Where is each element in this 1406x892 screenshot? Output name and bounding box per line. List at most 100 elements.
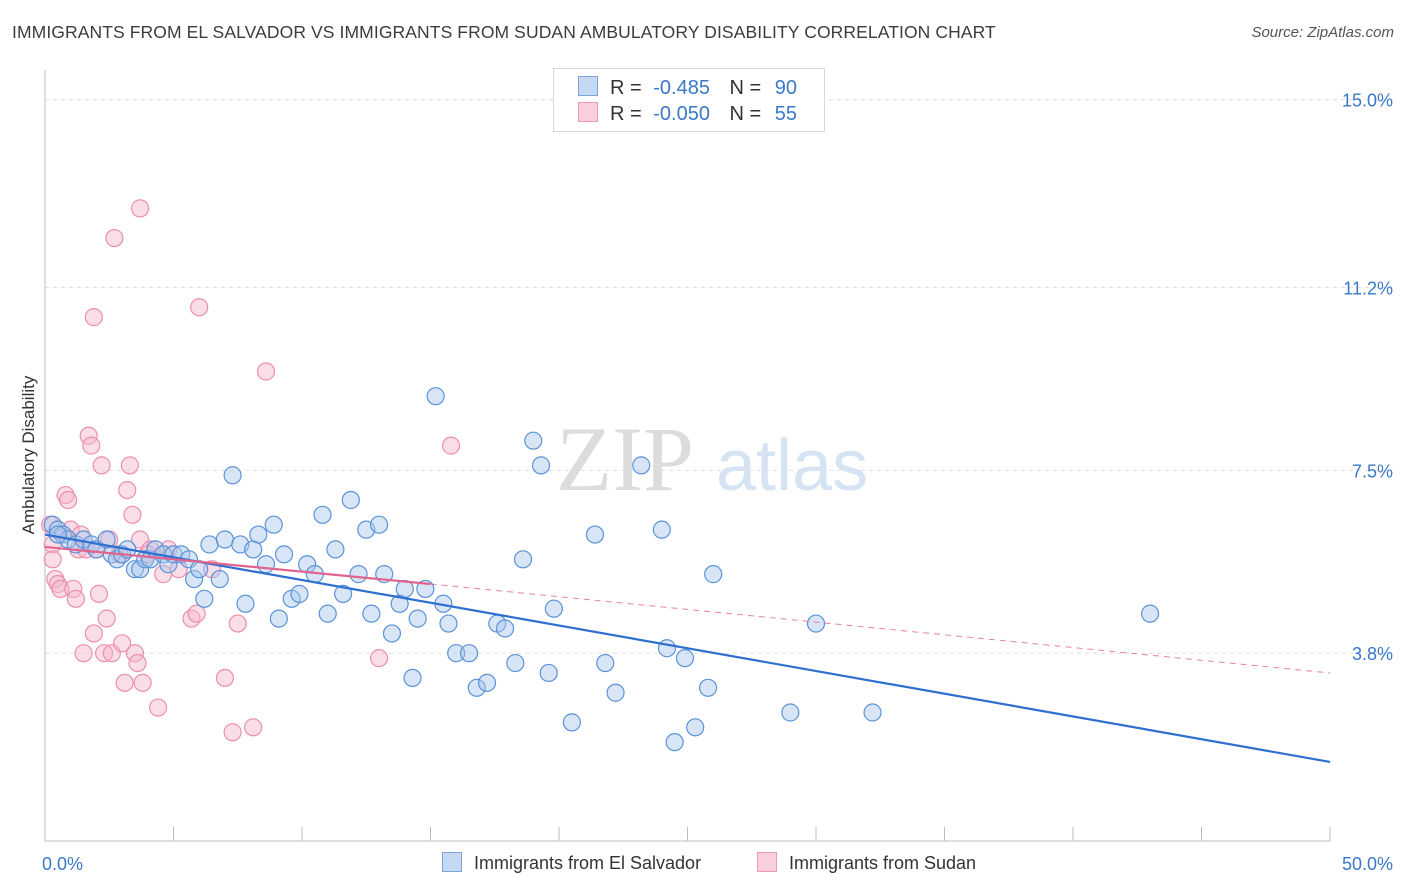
data-point-el-salvador [632, 456, 651, 475]
data-point-sudan [112, 634, 132, 653]
legend-n-label: N = [729, 77, 762, 99]
watermark-atlas: atlas [716, 426, 868, 506]
legend-r-value: -0.485 [653, 77, 710, 99]
trend-line-sudan [44, 545, 431, 586]
data-point-el-salvador [370, 515, 389, 534]
trend-lines [44, 533, 1331, 764]
data-point-sudan [74, 644, 93, 663]
data-point-sudan [84, 308, 103, 327]
data-point-sudan [89, 584, 109, 603]
data-point-el-salvador [341, 490, 360, 510]
data-point-sudan [51, 579, 70, 599]
data-point-el-salvador [596, 653, 615, 673]
legend-row-el-salvador: R = -0.485 N = 90 [578, 76, 797, 100]
data-point-sudan [95, 644, 114, 663]
data-point-el-salvador [477, 673, 497, 692]
data-point-sudan [43, 550, 62, 569]
data-point-el-salvador [426, 387, 445, 406]
data-point-el-salvador [459, 644, 479, 663]
data-point-el-salvador [200, 535, 219, 554]
watermark-zip: ZIP [556, 408, 694, 510]
data-point-sudan [46, 569, 65, 589]
bottom-legend-label: Immigrants from Sudan [789, 853, 977, 873]
data-point-el-salvador [249, 525, 268, 544]
y-tick-label: 3.8% [1352, 644, 1393, 664]
data-point-el-salvador [657, 639, 677, 658]
data-point-el-salvador [675, 649, 695, 668]
data-point-el-salvador [349, 565, 368, 584]
x-tick-label-max: 50.0% [1342, 854, 1393, 874]
data-point-sudan [118, 480, 137, 500]
y-tick-label: 11.2% [1343, 278, 1393, 298]
trend-line-sudan-extension [430, 583, 1331, 674]
data-point-sudan [148, 698, 168, 717]
legend-n-value: 90 [774, 77, 798, 99]
data-point-el-salvador [334, 584, 353, 603]
data-point-el-salvador [439, 614, 458, 633]
tick-labels: 3.8% 7.5% 11.2% 15.0% 0.0% 50.0% [42, 91, 1393, 874]
data-point-el-salvador [606, 683, 625, 702]
data-point-sudan [66, 589, 85, 608]
data-point-el-salvador [382, 624, 402, 643]
data-point-el-salvador [665, 733, 684, 752]
data-point-el-salvador [863, 703, 882, 722]
data-point-sudan [130, 199, 150, 218]
data-point-sudan [228, 614, 247, 633]
data-point-el-salvador [326, 540, 345, 559]
data-point-sudan [123, 505, 142, 524]
data-point-el-salvador [585, 525, 605, 544]
data-point-el-salvador [447, 644, 466, 663]
data-point-el-salvador [403, 668, 422, 688]
legend-r-label: R = [610, 77, 642, 99]
series-sudan [41, 199, 461, 742]
data-point-el-salvador [513, 550, 533, 569]
data-point-sudan [120, 456, 139, 475]
data-point-sudan [97, 609, 116, 628]
data-point-sudan [182, 609, 201, 628]
data-point-el-salvador [562, 713, 581, 732]
legend-r-value: -0.050 [653, 103, 710, 125]
legend-n-label: N = [729, 103, 762, 125]
data-point-sudan [223, 723, 242, 742]
legend-n-value: 55 [774, 103, 798, 125]
data-point-sudan [441, 436, 461, 455]
x-tick-label-min: 0.0% [42, 854, 83, 874]
data-point-el-salvador [524, 431, 543, 450]
data-point-sudan [92, 456, 111, 475]
watermark: ZIP atlas [556, 408, 868, 510]
legend-swatch-el-salvador [578, 76, 598, 96]
data-point-el-salvador [467, 678, 486, 697]
legend-swatch-sudan [578, 102, 598, 122]
data-point-sudan [82, 436, 101, 455]
data-point-el-salvador [495, 619, 515, 638]
data-point-el-salvador [210, 569, 229, 589]
data-point-el-salvador [318, 604, 337, 623]
data-point-el-salvador [544, 599, 563, 618]
data-point-el-salvador [506, 653, 525, 673]
data-point-el-salvador [195, 589, 214, 608]
legend-r-label: R = [610, 103, 642, 125]
data-point-el-salvador [362, 604, 381, 623]
data-point-sudan [128, 653, 147, 673]
bottom-legend-sudan: Immigrants from Sudan [757, 852, 976, 874]
data-point-el-salvador [698, 678, 718, 697]
data-point-sudan [105, 228, 124, 248]
data-point-el-salvador [236, 594, 255, 613]
bottom-legend-swatch-sudan [757, 852, 777, 872]
data-point-sudan [56, 485, 75, 505]
y-tick-label: 15.0% [1342, 91, 1393, 111]
chart-title: IMMIGRANTS FROM EL SALVADOR VS IMMIGRANT… [12, 22, 996, 42]
data-point-sudan [187, 604, 206, 623]
data-point-sudan [256, 362, 276, 381]
data-point-el-salvador [184, 569, 204, 589]
bottom-legend-label: Immigrants from El Salvador [474, 853, 702, 873]
trend-line-el-salvador [44, 533, 1331, 764]
data-point-el-salvador [223, 466, 242, 485]
data-point-el-salvador [806, 614, 826, 633]
bottom-legend-swatch-el-salvador [442, 852, 462, 872]
data-point-sudan [190, 298, 209, 317]
data-point-sudan [133, 673, 152, 692]
data-point-el-salvador [531, 456, 551, 475]
data-point-el-salvador [274, 545, 294, 564]
